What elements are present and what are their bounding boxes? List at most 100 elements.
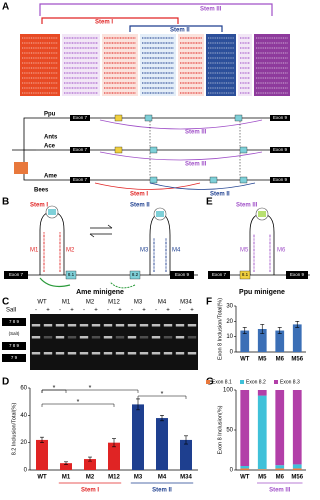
error-bar: [277, 327, 282, 334]
stem-label: Stem III: [200, 7, 222, 13]
bar: [180, 439, 192, 470]
y-tick-label: 60: [20, 386, 27, 392]
x-tick-label: M6: [276, 357, 285, 363]
stem-box: [254, 34, 290, 96]
bar-segment: [240, 390, 250, 466]
bar: [60, 463, 72, 470]
band-label: (SalI): [9, 331, 20, 336]
species-label: Ame: [44, 174, 58, 180]
gel-band: [163, 324, 173, 327]
x-tick-label: M56: [291, 475, 303, 481]
panel-letter: E: [206, 197, 213, 208]
group-label: Stem I: [81, 488, 99, 494]
y-tick-label: 0: [230, 468, 234, 474]
stem-label: Stem II: [170, 28, 190, 34]
lane-sign: +: [142, 308, 146, 314]
gel-band: [163, 336, 173, 339]
stem-label: Stem I: [95, 20, 113, 26]
lane-sign: -: [35, 308, 37, 314]
gel-band: [67, 324, 77, 327]
gel-band: [67, 352, 77, 355]
y-axis-label: Exon 8 Inclusion/Total(%): [217, 298, 223, 360]
bar-segment: [292, 464, 302, 469]
y-tick-label: 30: [226, 304, 233, 310]
y-tick-label: 10: [226, 334, 233, 340]
group-label: Stem II: [152, 488, 172, 494]
bar: [240, 330, 250, 352]
legend-swatch: [240, 380, 244, 384]
bar: [108, 442, 120, 470]
exon-label: Exon 7: [9, 272, 24, 277]
bar-segment: [240, 466, 250, 469]
error-bar: [64, 461, 68, 465]
legend-label: Exon 8.2: [246, 379, 266, 385]
exon-label: Exon 9: [175, 272, 190, 277]
gel-band: [79, 324, 89, 327]
bar-segment: [240, 468, 250, 470]
x-tick-label: M2: [86, 475, 95, 481]
species-label: Ppu: [44, 112, 56, 118]
gene-models: [70, 114, 290, 190]
bar-segment: [275, 468, 285, 470]
panel-letter: C: [2, 297, 9, 308]
lane-sign: +: [166, 308, 170, 314]
lane-sign: -: [155, 308, 157, 314]
gel-band: [79, 352, 89, 355]
lane-sign: +: [118, 308, 122, 314]
mutant-label: M6: [277, 248, 286, 254]
exon-label: Exon 7: [73, 147, 88, 152]
bar: [156, 418, 168, 470]
y-tick-label: 40: [20, 413, 27, 419]
figure: A B C D E F G Stem III Stem I Stem II An…: [2, 2, 310, 494]
gel-band: [187, 324, 197, 327]
error-bar: [88, 456, 92, 462]
gel-band: [43, 336, 53, 339]
lane-sign: -: [179, 308, 181, 314]
band-label-box: [2, 318, 26, 326]
gel-band: [67, 336, 77, 339]
gel-band: [139, 336, 149, 339]
gel-band: [175, 336, 185, 339]
x-tick-label: M34: [180, 475, 192, 481]
seq-box: [102, 34, 138, 96]
x-tick-label: M5: [258, 475, 267, 481]
gel-band: [79, 336, 89, 339]
mutant-label: M4: [172, 248, 181, 254]
lane-sign: +: [46, 308, 50, 314]
gel-band: [151, 352, 161, 355]
gel-band: [127, 336, 137, 339]
panel-letter: A: [2, 2, 9, 13]
panel-letter: F: [206, 297, 212, 308]
gel-band: [115, 336, 125, 339]
stem-arc: [129, 25, 223, 32]
stem-label: Stem I: [130, 192, 148, 198]
band-label: 7 9: [11, 355, 18, 360]
y-tick-label: 0: [230, 350, 234, 356]
panel-letter: D: [2, 377, 9, 388]
enzyme-label: SalI: [6, 308, 17, 314]
exon-label: Exon 9: [273, 147, 288, 152]
gel-band: [31, 336, 41, 339]
lane-sign: -: [107, 308, 109, 314]
bar-segment: [257, 390, 267, 396]
error-bar: [40, 436, 44, 443]
lane-sign: +: [94, 308, 98, 314]
gel-band: [43, 352, 53, 355]
panel-title: Ame minigene: [76, 289, 124, 296]
mutant-label: M2: [66, 248, 75, 254]
x-tick-label: M4: [158, 475, 167, 481]
exon-label: Exon 7: [212, 272, 227, 277]
panel-b: [4, 205, 198, 289]
sig-star: *: [77, 399, 80, 406]
group-label: Stem III: [269, 488, 291, 494]
gel-band: [115, 352, 125, 355]
x-tick-label: M12: [108, 475, 120, 481]
stem-label: Stem II: [210, 192, 230, 198]
gel-band: [139, 324, 149, 327]
bar: [84, 459, 96, 470]
sig-bracket: [41, 403, 115, 407]
gel-band: [103, 324, 113, 327]
y-tick-label: 100: [223, 388, 234, 394]
gel-band: [91, 352, 101, 355]
stem-label: Stem III: [236, 203, 258, 209]
